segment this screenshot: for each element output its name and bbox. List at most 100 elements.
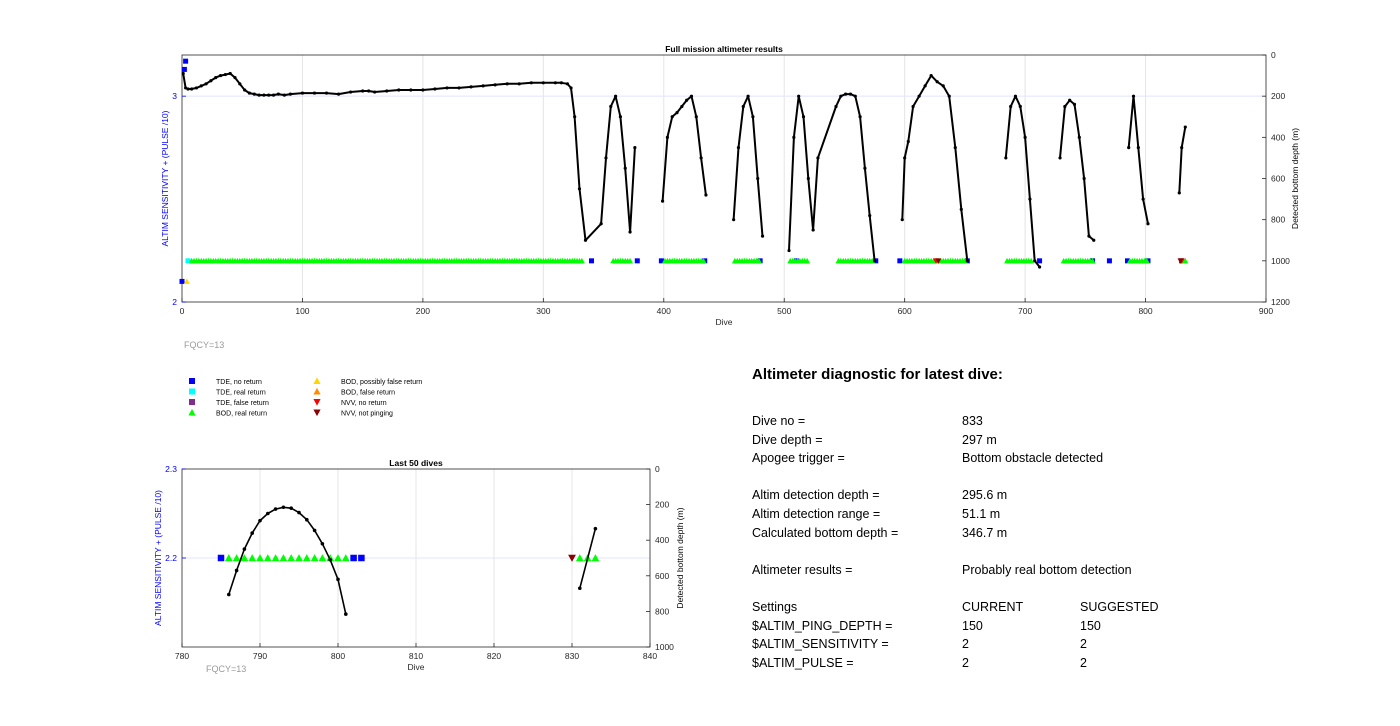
bottom-depth-point	[929, 73, 933, 78]
bottom-depth-point	[328, 557, 333, 562]
bottom-depth-point	[618, 115, 623, 119]
diag-row-calc-depth: Calculated bottom depth = 346.7 m	[752, 524, 1192, 543]
bottom-depth-point	[344, 612, 348, 616]
bottom-depth-line	[579, 528, 597, 589]
diag-row-settings-header: Settings CURRENT SUGGESTED	[752, 598, 1192, 617]
y-right-tick-label: 800	[655, 606, 669, 616]
altim-marker	[183, 58, 189, 64]
bottom-depth-point	[906, 139, 910, 144]
bottom-depth-point	[732, 218, 736, 222]
bottom-depth-point	[868, 213, 872, 218]
bottom-depth-point	[349, 90, 353, 94]
y-right-tick-label: 0	[1271, 50, 1276, 60]
bottom-depth-point	[670, 115, 674, 119]
altim-marker	[589, 258, 595, 264]
bottom-depth-point	[238, 82, 242, 86]
x-tick-label: 900	[1259, 306, 1273, 316]
legend-marker-triangle	[313, 399, 321, 406]
diag-value: 150	[962, 618, 983, 633]
altim-marker	[935, 258, 942, 264]
bottom-depth-point	[262, 93, 266, 97]
y-right-tick-label: 400	[1271, 132, 1285, 142]
altim-marker	[1028, 257, 1035, 264]
bottom-depth-point	[941, 84, 945, 88]
bottom-depth-point	[227, 592, 231, 597]
diag-label: Altim detection depth =	[752, 488, 880, 503]
bottom-depth-point	[289, 506, 294, 510]
altim-marker	[658, 258, 664, 264]
bottom-depth-point	[1058, 156, 1062, 160]
altim-marker	[271, 554, 280, 562]
diag-label: $ALTIM_SENSITIVITY =	[752, 637, 889, 652]
bottom-depth-point	[959, 207, 963, 211]
bottom-depth-point	[541, 81, 545, 85]
altim-marker	[1106, 258, 1112, 264]
bottom-depth-point	[792, 135, 796, 139]
bottom-depth-line	[788, 93, 876, 261]
bottom-depth-line	[228, 506, 347, 615]
fqcy-note: FQCY=13	[206, 664, 246, 674]
bottom-depth-point	[911, 104, 915, 109]
bottom-depth-point	[247, 91, 252, 95]
altim-marker	[897, 258, 903, 264]
bottom-depth-point	[848, 92, 853, 96]
diagnostic-title: Altimeter diagnostic for latest dive:	[752, 366, 1003, 383]
chart-title: Full mission altimeter results	[665, 44, 783, 54]
diag-row-pulse: $ALTIM_PULSE = 2 2	[752, 654, 1192, 673]
legend-marker-triangle	[313, 387, 321, 395]
bottom-depth-point	[741, 104, 745, 109]
altim-marker	[248, 554, 257, 562]
diag-label: Settings	[752, 599, 798, 614]
y-right-axis-label: Detected bottom depth (m)	[1290, 128, 1300, 229]
diag-label: Apogee trigger =	[752, 451, 845, 466]
y-left-axis-label: ALTIM SENSITIVITY + (PULSE /10)	[153, 490, 163, 626]
bottom-depth-point	[288, 92, 292, 96]
bottom-depth-point	[633, 146, 637, 150]
bottom-depth-point	[218, 73, 223, 78]
y-left-tick-label: 3	[172, 91, 177, 101]
altim-marker	[341, 554, 350, 562]
y-right-tick-label: 0	[655, 464, 660, 474]
diagnostic-panel: Altimeter diagnostic for latest dive: Di…	[752, 366, 1192, 672]
y-left-tick-label: 2.3	[165, 464, 177, 474]
bottom-depth-point	[1028, 197, 1032, 201]
diag-label: $ALTIM_PULSE =	[752, 655, 854, 670]
bottom-depth-point	[273, 507, 278, 511]
altim-marker	[358, 554, 365, 562]
bottom-depth-point	[834, 104, 838, 109]
altim-marker	[350, 554, 357, 562]
altim-marker	[1037, 258, 1043, 264]
diag-row-altim-range: Altim detection range = 51.1 m	[752, 505, 1192, 524]
bottom-depth-point	[184, 86, 188, 90]
y-left-tick-label: 2.2	[165, 553, 177, 563]
x-tick-label: 840	[643, 651, 657, 661]
diag-value: 2	[962, 637, 969, 652]
altim-marker	[240, 554, 249, 562]
altim-marker	[263, 554, 272, 562]
bottom-depth-point	[267, 93, 271, 97]
bottom-depth-point	[660, 199, 665, 203]
bottom-depth-point	[816, 156, 820, 160]
y-right-tick-label: 400	[655, 535, 669, 545]
diag-label: Calculated bottom depth =	[752, 525, 899, 540]
bottom-depth-point	[583, 238, 588, 242]
bottom-depth-point	[953, 146, 957, 150]
bottom-depth-point	[844, 92, 848, 96]
x-tick-label: 700	[1018, 306, 1032, 316]
altim-marker	[179, 278, 185, 284]
altim-marker	[326, 554, 335, 562]
altim-marker	[256, 554, 264, 562]
bottom-depth-line	[732, 95, 764, 237]
altim-marker	[310, 554, 319, 562]
bottom-depth-point	[689, 94, 694, 98]
bottom-depth-point	[858, 115, 862, 119]
altim-marker	[591, 554, 600, 562]
altim-marker	[185, 258, 191, 264]
bottom-depth-point	[565, 82, 570, 86]
bottom-depth-point	[1072, 102, 1077, 106]
bottom-depth-point	[1177, 191, 1181, 195]
bottom-depth-point	[457, 86, 461, 90]
bottom-depth-point	[517, 82, 521, 86]
bottom-depth-point	[1033, 259, 1037, 263]
bottom-depth-point	[900, 218, 904, 222]
